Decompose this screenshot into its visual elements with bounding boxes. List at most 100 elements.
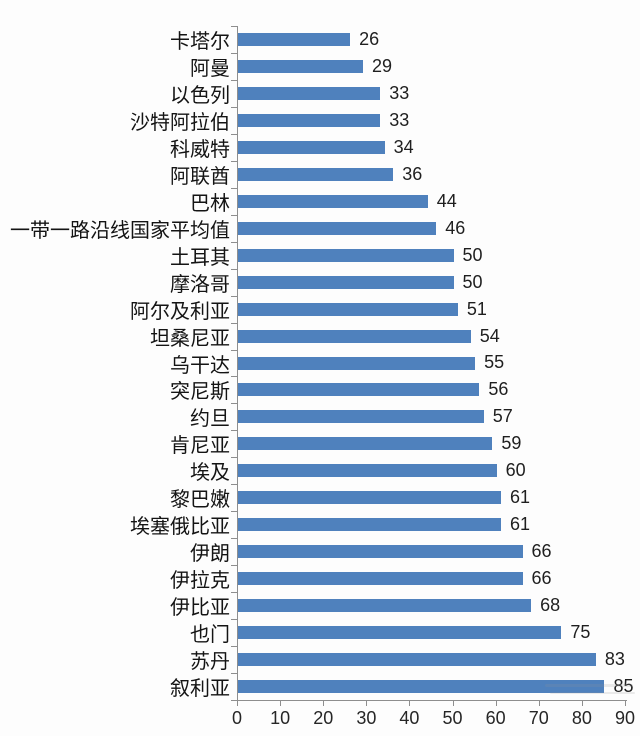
y-axis-tick: [231, 322, 237, 324]
bar: [238, 545, 523, 559]
category-label: 沙特阿拉伯: [130, 111, 230, 134]
category-label: 坦桑尼亚: [150, 327, 230, 350]
bar: [238, 86, 381, 100]
category-label: 伊朗: [190, 543, 230, 566]
value-label: 36: [402, 163, 423, 184]
bar: [238, 194, 428, 208]
category-label: 肯尼亚: [170, 435, 230, 458]
value-label: 54: [479, 325, 500, 346]
x-axis-tick: [538, 700, 540, 706]
value-label: 75: [570, 622, 591, 643]
bar: [238, 464, 497, 478]
bar: [238, 599, 532, 613]
category-label: 摩洛哥: [170, 273, 230, 296]
y-axis-tick: [231, 376, 237, 378]
category-label: 埃塞俄比亚: [130, 516, 230, 539]
x-axis-tick-label: 30: [356, 708, 377, 728]
y-axis-tick: [231, 700, 237, 701]
y-axis-tick: [231, 403, 237, 405]
value-label: 55: [484, 352, 505, 373]
bar: [238, 329, 471, 343]
x-axis-tick: [323, 700, 325, 706]
y-axis-tick: [231, 511, 237, 513]
y-axis-tick: [231, 430, 237, 432]
category-label: 一带一路沿线国家平均值: [10, 219, 230, 242]
value-label: 59: [501, 433, 522, 454]
bar: [238, 32, 351, 46]
category-label: 埃及: [190, 462, 230, 485]
x-axis-tick: [409, 700, 411, 706]
x-axis-tick-label: 0: [231, 708, 243, 728]
y-axis-tick: [231, 241, 237, 243]
y-axis-tick: [231, 268, 237, 270]
value-label: 68: [540, 595, 561, 616]
category-label: 伊比亚: [170, 597, 230, 620]
watermark-smudge: [550, 692, 635, 694]
x-axis-tick: [237, 700, 238, 706]
x-axis-line: [237, 700, 627, 701]
category-label: 科威特: [170, 138, 230, 161]
y-axis-tick: [231, 187, 237, 189]
x-axis-tick-label: 80: [571, 708, 592, 728]
value-label: 66: [531, 568, 552, 589]
y-axis-tick: [231, 160, 237, 162]
category-label: 乌干达: [170, 354, 230, 377]
y-axis-tick: [231, 673, 237, 675]
y-axis-tick: [231, 214, 237, 216]
x-axis-tick-label: 70: [528, 708, 549, 728]
y-axis-tick: [231, 106, 237, 108]
y-axis-tick: [231, 565, 237, 567]
y-axis-tick: [231, 538, 237, 540]
value-label: 33: [389, 82, 410, 103]
y-axis-tick: [231, 484, 237, 486]
value-label: 56: [488, 379, 509, 400]
bar: [238, 302, 458, 316]
x-axis-tick: [581, 700, 583, 706]
y-axis-tick: [231, 349, 237, 351]
value-label: 34: [393, 136, 414, 157]
x-axis-tick: [366, 700, 368, 706]
value-label: 26: [359, 28, 380, 49]
x-axis-tick-label: 50: [442, 708, 463, 728]
value-label: 46: [445, 217, 466, 238]
bar: [238, 680, 605, 694]
value-label: 44: [436, 190, 457, 211]
bar: [238, 410, 484, 424]
x-axis-tick-label: 40: [399, 708, 420, 728]
x-axis-tick-label: 90: [614, 708, 636, 728]
bar: [238, 491, 501, 505]
x-axis-tick-label: 20: [313, 708, 334, 728]
y-axis-tick: [231, 79, 237, 81]
bar: [238, 140, 385, 154]
y-axis-tick: [231, 26, 237, 27]
value-label: 50: [462, 271, 483, 292]
y-axis-tick: [231, 52, 237, 54]
category-label: 以色列: [170, 84, 230, 107]
category-label: 叙利亚: [170, 678, 230, 701]
category-label: 伊拉克: [170, 570, 230, 593]
bar: [238, 653, 596, 667]
x-axis-tick: [625, 700, 626, 706]
y-axis-tick: [231, 592, 237, 594]
value-label: 61: [509, 487, 530, 508]
y-axis-tick: [231, 133, 237, 135]
bar: [238, 221, 437, 235]
bar: [238, 248, 454, 262]
bar: [238, 572, 523, 586]
bar: [238, 113, 381, 127]
value-label: 57: [492, 406, 513, 427]
category-label: 卡塔尔: [170, 30, 230, 53]
value-label: 50: [462, 244, 483, 265]
bar: [238, 437, 493, 451]
y-axis-tick: [231, 646, 237, 648]
category-label: 突尼斯: [170, 381, 230, 404]
x-axis-tick: [452, 700, 454, 706]
value-label: 66: [531, 541, 552, 562]
bar: [238, 383, 480, 397]
value-label: 60: [505, 460, 526, 481]
bar: [238, 518, 501, 532]
category-label: 阿曼: [190, 57, 230, 80]
bar: [238, 59, 364, 73]
